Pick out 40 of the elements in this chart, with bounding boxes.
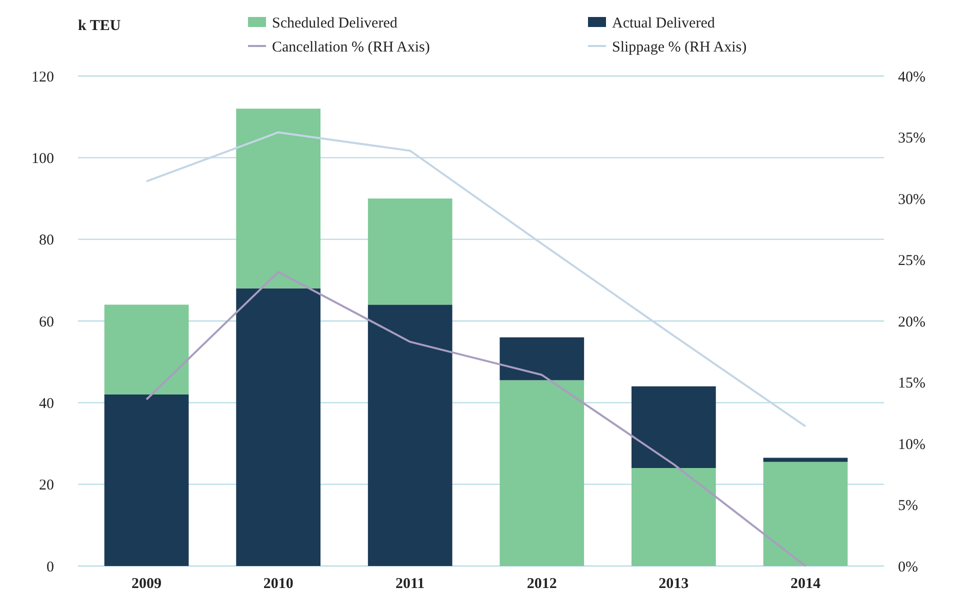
bar (500, 380, 584, 566)
x-tick-label: 2010 (263, 576, 294, 592)
y-tick-label: 80 (39, 232, 54, 249)
x-tick-label: 2011 (396, 576, 425, 592)
y-tick-label: 120 (32, 69, 54, 86)
y2-tick-label: 20% (898, 314, 926, 330)
bar (236, 108, 320, 288)
y2-tick-label: 15% (898, 376, 926, 392)
y-tick-label: 20 (39, 478, 54, 494)
y2-tick-label: 30% (898, 192, 926, 208)
bar (763, 462, 848, 566)
legend-label: Slippage % (RH Axis) (612, 39, 747, 56)
x-tick-label: 2009 (132, 576, 162, 592)
line-series (146, 271, 806, 567)
bar (368, 304, 452, 566)
y2-tick-label: 0% (898, 559, 918, 576)
legend-label: Actual Delivered (612, 15, 716, 32)
bar (236, 288, 320, 566)
y-axis-title: k TEU (78, 18, 121, 34)
y2-tick-label: 40% (898, 69, 926, 86)
bar (632, 386, 716, 468)
y2-tick-label: 5% (898, 498, 918, 514)
y-tick-label: 100 (32, 150, 54, 167)
y-tick-label: 60 (39, 314, 54, 330)
x-tick-label: 2014 (790, 576, 821, 592)
bar (368, 198, 452, 305)
bar (500, 337, 584, 380)
bar (104, 394, 189, 566)
legend-label: Scheduled Delivered (272, 15, 398, 32)
bar (763, 458, 848, 462)
bar (104, 304, 189, 394)
x-tick-label: 2013 (658, 576, 689, 592)
y-tick-label: 0 (46, 559, 54, 576)
y2-tick-label: 25% (898, 253, 926, 269)
x-tick-label: 2012 (526, 576, 557, 592)
y-tick-label: 40 (39, 396, 54, 412)
bar (632, 468, 716, 566)
y2-tick-label: 35% (898, 130, 926, 146)
y2-tick-label: 10% (898, 436, 926, 453)
legend-label: Cancellation % (RH Axis) (272, 39, 430, 56)
